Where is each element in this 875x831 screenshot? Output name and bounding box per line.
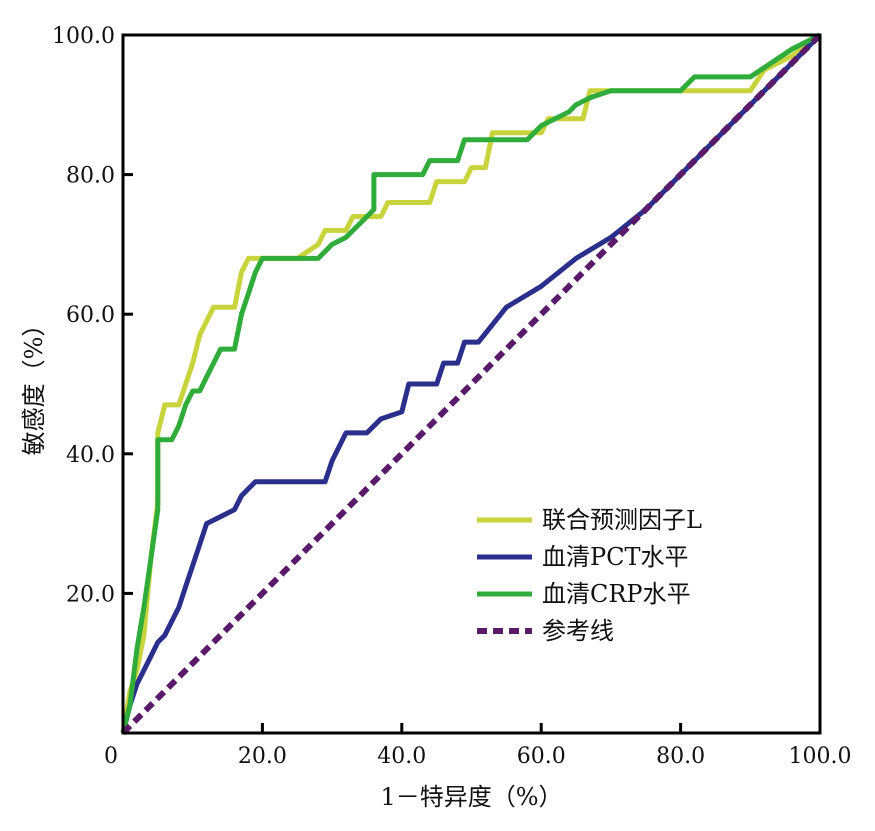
- x-tick-label: 60.0: [517, 744, 566, 769]
- x-tick-label: 20.0: [238, 744, 287, 769]
- ticks-layer: 0 20.0 40.0 60.0 80.0 100.0 20.0 40.0 60.0 80.0 10…: [52, 24, 851, 769]
- x-tick-label: 80.0: [656, 744, 705, 769]
- x-tick-label: 40.0: [377, 744, 426, 769]
- legend-label: 联合预测因子L: [542, 506, 702, 534]
- y-tick-label: 80.0: [66, 164, 115, 189]
- x-tick-label: 100.0: [789, 744, 852, 769]
- series-line-3: [120, 32, 823, 736]
- plot-frame: [121, 33, 822, 735]
- y-tick-label: 40.0: [66, 443, 115, 468]
- y-tick-label: 100.0: [52, 24, 115, 49]
- series-layer: [120, 32, 823, 736]
- y-axis-label: 敏感度（%）: [20, 313, 48, 456]
- series-line-1: [120, 33, 822, 734]
- y-tick-label: 60.0: [66, 303, 115, 328]
- legend-label: 血清CRP水平: [542, 580, 691, 608]
- series-line-2: [120, 32, 822, 734]
- x-tick-label: 0: [104, 744, 118, 769]
- x-axis-label: 1－特异度（%）: [380, 783, 562, 811]
- legend-label: 参考线: [542, 617, 614, 645]
- legend-label: 血清PCT水平: [542, 543, 689, 571]
- y-tick-label: 20.0: [66, 582, 115, 607]
